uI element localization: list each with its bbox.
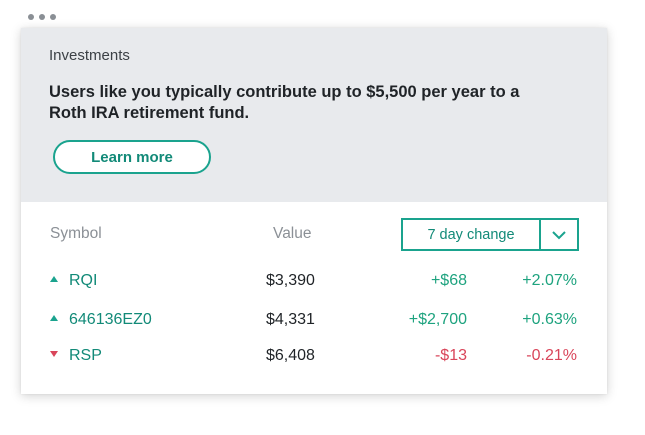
promo-title: Investments	[49, 47, 130, 64]
promo-banner: Investments Users like you typically con…	[21, 28, 607, 202]
row-percent: -0.21%	[526, 347, 577, 364]
promo-message: Users like you typically contribute up t…	[49, 83, 520, 122]
more-options-icon[interactable]	[28, 14, 56, 20]
row-symbol[interactable]: 646136EZ0	[69, 311, 152, 328]
row-change: +$2,700	[408, 311, 467, 328]
row-percent: +0.63%	[522, 311, 577, 328]
row-value: $4,331	[266, 311, 315, 328]
up-arrow-icon	[50, 315, 58, 321]
investments-card: Investments Users like you typically con…	[21, 28, 607, 394]
row-symbol[interactable]: RSP	[69, 347, 102, 364]
change-period-dropdown[interactable]: 7 day change	[401, 218, 579, 251]
table-row[interactable]: RSP $6,408 -$13 -0.21%	[21, 345, 607, 369]
chevron-down-icon[interactable]	[541, 220, 577, 249]
down-arrow-icon	[50, 351, 58, 357]
row-symbol[interactable]: RQI	[69, 272, 98, 289]
learn-more-button[interactable]: Learn more	[53, 140, 211, 174]
change-period-selected[interactable]: 7 day change	[403, 220, 541, 249]
row-percent: +2.07%	[522, 272, 577, 289]
symbol-column-header: Symbol	[50, 225, 102, 242]
row-change: +$68	[430, 272, 467, 289]
value-column-header: Value	[273, 225, 312, 242]
up-arrow-icon	[50, 276, 58, 282]
row-change: -$13	[434, 347, 467, 364]
table-row[interactable]: RQI $3,390 +$68 +2.07%	[21, 270, 607, 294]
table-row[interactable]: 646136EZ0 $4,331 +$2,700 +0.63%	[21, 309, 607, 333]
row-value: $6,408	[266, 347, 315, 364]
row-value: $3,390	[266, 272, 315, 289]
